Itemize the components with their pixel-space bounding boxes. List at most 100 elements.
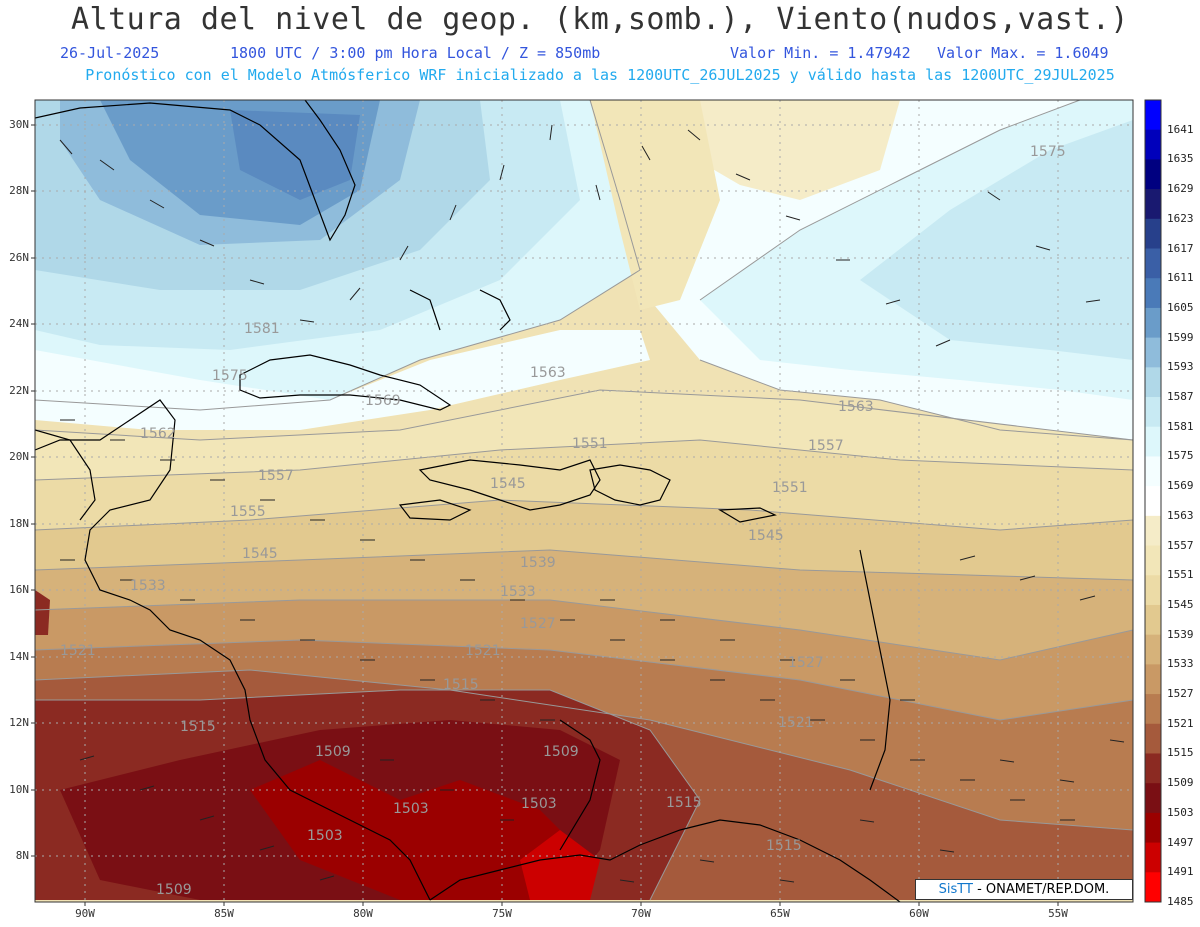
credit-box: SisTT - ONAMET/REP.DOM. — [915, 879, 1133, 900]
colorbar-label: 1491 — [1167, 865, 1194, 879]
colorbar-label: 1539 — [1167, 627, 1194, 641]
colorbar-swatch — [1145, 337, 1161, 368]
colorbar-label: 1515 — [1167, 746, 1194, 760]
contour-label: 1551 — [772, 480, 808, 496]
colorbar-label: 1509 — [1167, 776, 1194, 790]
colorbar-swatch — [1145, 723, 1161, 754]
contour-label: 1551 — [572, 436, 608, 452]
contour-label: 1557 — [808, 438, 844, 454]
lon-label: 85W — [214, 907, 234, 920]
contour-labels: 1581 1575 1569 1563 1563 1557 1551 1551 … — [60, 144, 1066, 898]
lat-label: 8N — [15, 849, 29, 862]
contour-label: 1521 — [778, 715, 814, 731]
colorbar-label: 1629 — [1167, 182, 1194, 196]
colorbar-swatch — [1145, 129, 1161, 160]
colorbar-swatch — [1145, 278, 1161, 309]
colorbar-swatch — [1145, 634, 1161, 665]
contour-label: 1509 — [543, 744, 579, 760]
colorbar-label: 1563 — [1167, 508, 1194, 522]
lat-label: 12N — [9, 716, 29, 729]
colorbar-label: 1485 — [1167, 895, 1194, 908]
colorbar-swatch — [1145, 694, 1161, 725]
contour-label: 1515 — [666, 795, 702, 811]
lat-label: 14N — [9, 650, 29, 663]
lon-label: 70W — [631, 907, 651, 920]
contour-label: 1555 — [230, 504, 266, 520]
lon-label: 90W — [75, 907, 95, 920]
forecast-time-level: 1800 UTC / 3:00 pm Hora Local / Z = 850m… — [230, 44, 601, 62]
colorbar-label: 1527 — [1167, 687, 1194, 701]
colorbar-swatch — [1145, 545, 1161, 576]
model-description: Pronóstico con el Modelo Atmósferico WRF… — [85, 66, 1115, 84]
lat-label: 18N — [9, 517, 29, 530]
colorbar-swatch — [1145, 842, 1161, 873]
contour-label: 1515 — [766, 838, 802, 854]
contour-label: 1521 — [465, 643, 501, 659]
colorbar-frame — [1144, 99, 1162, 903]
contour-label: 1503 — [307, 828, 343, 844]
contour-label: 1545 — [490, 476, 526, 492]
colorbar-swatch — [1145, 189, 1161, 220]
colorbar-swatch — [1145, 248, 1161, 279]
contour-label: 1509 — [315, 744, 351, 760]
colorbar-swatch — [1145, 575, 1161, 606]
contour-label: 1545 — [242, 546, 278, 562]
colorbar-label: 1545 — [1167, 597, 1194, 611]
contour-label: 1527 — [788, 655, 824, 671]
colorbar-swatch — [1145, 783, 1161, 814]
lat-label: 30N — [9, 118, 29, 131]
colorbar-swatch — [1145, 456, 1161, 487]
colorbar-swatch — [1145, 753, 1161, 784]
contour-label: 1539 — [520, 555, 556, 571]
lon-label: 60W — [909, 907, 929, 920]
colorbar-swatch — [1145, 515, 1161, 547]
colorbar-label: 1497 — [1167, 835, 1194, 849]
contour-label: 1521 — [60, 643, 96, 659]
contour-label: 1533 — [500, 584, 536, 600]
colorbar-swatch — [1145, 664, 1161, 695]
lat-label: 22N — [9, 384, 29, 397]
colorbar-swatch — [1145, 872, 1161, 903]
credit-text: - ONAMET/REP.DOM. — [972, 882, 1110, 897]
lon-label: 65W — [770, 907, 790, 920]
contour-label: 1503 — [393, 801, 429, 817]
colorbar-swatch — [1145, 426, 1161, 457]
wind-barbs — [59, 124, 1125, 883]
contour-label: 1581 — [244, 321, 280, 337]
contour-label: 1503 — [521, 796, 557, 812]
contour-label: 1575 — [212, 368, 248, 384]
colorbar-swatch — [1145, 159, 1161, 190]
forecast-date: 26-Jul-2025 — [60, 44, 160, 62]
credit-brand: SisTT — [938, 882, 973, 897]
colorbar — [1144, 99, 1162, 903]
lat-label: 20N — [9, 450, 29, 463]
coastlines — [35, 100, 901, 902]
contour-label: 1527 — [520, 616, 556, 632]
contour-label: 1563 — [838, 399, 874, 415]
colorbar-label: 1557 — [1167, 538, 1194, 552]
lat-label: 16N — [9, 583, 29, 596]
map-frame — [34, 99, 1134, 903]
colorbar-swatch — [1145, 100, 1161, 131]
contour-label: 1545 — [748, 528, 784, 544]
colorbar-label: 1593 — [1167, 360, 1194, 374]
colorbar-label: 1575 — [1167, 449, 1194, 463]
contour-label: 1557 — [258, 468, 294, 484]
colorbar-label: 1623 — [1167, 211, 1194, 225]
colorbar-label: 1533 — [1167, 657, 1194, 671]
colorbar-swatch — [1145, 604, 1161, 636]
contour-label: 1563 — [530, 365, 566, 381]
contour-label: 1509 — [156, 882, 192, 898]
contour-label: 1575 — [1030, 144, 1066, 160]
lat-label: 26N — [9, 251, 29, 264]
contour-label: 1515 — [443, 677, 479, 693]
colorbar-swatch — [1145, 367, 1161, 398]
colorbar-label: 1587 — [1167, 390, 1194, 404]
colorbar-swatch — [1145, 397, 1161, 428]
contour-label: 1569 — [365, 393, 401, 409]
min-value: Valor Min. = 1.47942 — [730, 44, 911, 62]
lat-label: 28N — [9, 184, 29, 197]
lat-label: 24N — [9, 317, 29, 330]
colorbar-label: 1551 — [1167, 568, 1194, 582]
